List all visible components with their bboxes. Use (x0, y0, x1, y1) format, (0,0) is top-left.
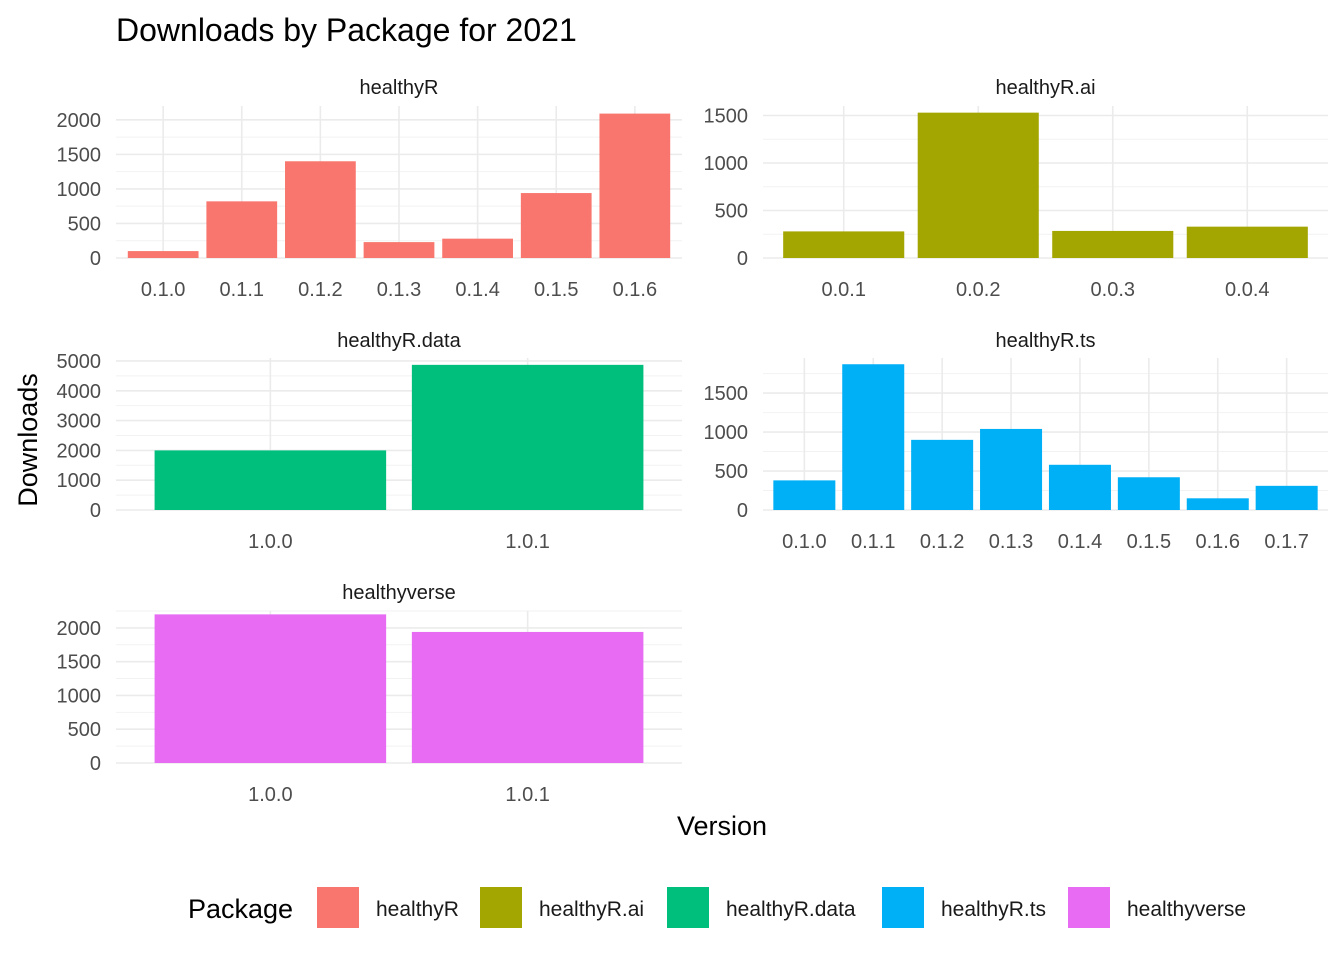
y-tick-label: 2000 (57, 440, 102, 462)
bar-healthyverse-1-0-0 (154, 614, 387, 763)
x-tick-label: 0.0.4 (1225, 279, 1269, 301)
x-tick-label: 0.0.1 (821, 279, 865, 301)
y-tick-label: 500 (68, 213, 101, 235)
bar-healthyr-ts-0-1-5 (1117, 477, 1180, 510)
legend-key-healthyr (317, 887, 359, 928)
y-tick-label: 4000 (57, 381, 102, 403)
x-tick-label: 0.1.7 (1264, 531, 1308, 553)
x-tick-label: 0.1.4 (1058, 531, 1102, 553)
legend-key-healthyverse (1068, 887, 1110, 928)
y-tick-label: 1000 (57, 685, 102, 707)
bar-healthyr-0-1-2 (285, 161, 356, 258)
x-tick-label: 0.0.3 (1091, 279, 1135, 301)
y-tick-label: 500 (715, 201, 748, 223)
y-tick-label: 1500 (57, 652, 102, 674)
bar-healthyr-ai-0-0-2 (917, 112, 1039, 259)
bar-healthyr-ts-0-1-3 (980, 428, 1043, 510)
y-tick-label: 3000 (57, 411, 102, 433)
facet-healthyr: 0 500 1000 1500 2000 0.1.0 0.1.1 0.1.2 0.1.3 0.1.… (57, 77, 682, 301)
y-tick-label: 1500 (57, 144, 102, 166)
y-tick-label: 1000 (57, 179, 102, 201)
x-tick-label: 0.1.1 (220, 279, 264, 301)
bar-healthyr-ts-0-1-0 (773, 480, 836, 510)
legend-label-healthyr-ai: healthyR.ai (539, 898, 644, 921)
y-tick-label: 1000 (57, 470, 102, 492)
bar-healthyr-0-1-1 (206, 201, 278, 258)
legend-key-healthyr-data (667, 887, 709, 928)
y-tick-label: 0 (90, 753, 101, 775)
x-tick-label: 0.1.6 (1196, 531, 1240, 553)
facet-healthyverse: 0 500 1000 1500 2000 1.0.0 1.0.1 healthyverse (57, 582, 682, 806)
legend-key-healthyr-ai (480, 887, 522, 928)
bar-healthyverse-1-0-1 (411, 631, 644, 763)
facet-strip-label: healthyR (360, 77, 439, 99)
x-tick-label: 1.0.1 (505, 784, 549, 806)
facet-panels: 0 500 1000 1500 2000 0.1.0 0.1.1 0.1.2 0.1.3 0.1.… (57, 77, 1328, 806)
y-tick-label: 2000 (57, 618, 102, 640)
x-tick-label: 0.1.5 (1127, 531, 1171, 553)
y-tick-label: 0 (90, 248, 101, 270)
bar-healthyr-0-1-6 (599, 113, 671, 258)
facet-strip-label: healthyR.ts (995, 330, 1095, 352)
x-tick-label: 0.1.2 (920, 531, 964, 553)
bar-healthyr-ai-0-0-3 (1052, 230, 1174, 258)
facet-healthyr-ts: 0 500 1000 1500 0.1.0 0.1.1 0.1.2 0.1.3 0.1.4 0.1… (704, 330, 1328, 553)
bar-healthyr-0-1-0 (127, 251, 199, 258)
x-tick-label: 0.0.2 (956, 279, 1000, 301)
legend-label-healthyr-ts: healthyR.ts (941, 898, 1046, 921)
bar-healthyr-data-1-0-1 (411, 364, 644, 510)
y-tick-label: 1500 (704, 106, 749, 128)
x-axis-title: Version (677, 811, 767, 841)
bar-healthyr-ts-0-1-2 (911, 439, 974, 510)
bar-healthyr-0-1-5 (520, 193, 592, 258)
chart-title: Downloads by Package for 2021 (116, 12, 577, 48)
legend-label-healthyr-data: healthyR.data (726, 898, 856, 921)
bar-healthyr-data-1-0-0 (154, 450, 387, 510)
legend: Package healthyR healthyR.ai healthyR.data… (188, 887, 1246, 928)
bar-healthyr-0-1-4 (442, 238, 513, 258)
y-tick-label: 0 (737, 500, 748, 522)
y-tick-label: 0 (90, 500, 101, 522)
facet-strip-label: healthyverse (342, 582, 455, 604)
y-tick-label: 1500 (704, 383, 749, 405)
bar-healthyr-0-1-3 (363, 242, 435, 258)
x-tick-label: 0.1.0 (141, 279, 185, 301)
legend-label-healthyverse: healthyverse (1127, 898, 1246, 921)
x-tick-label: 0.1.1 (851, 531, 895, 553)
legend-label-healthyr: healthyR (376, 898, 459, 921)
y-tick-label: 500 (715, 461, 748, 483)
facet-strip-label: healthyR.data (337, 330, 461, 352)
y-tick-label: 0 (737, 248, 748, 270)
facet-healthyr-ai: 0 500 1000 1500 0.0.1 0.0.2 0.0.3 0.0.4 healthyR… (704, 77, 1328, 301)
x-tick-label: 0.1.6 (613, 279, 657, 301)
y-tick-label: 5000 (57, 351, 102, 373)
x-tick-label: 1.0.0 (248, 531, 292, 553)
x-tick-label: 1.0.0 (248, 784, 292, 806)
y-tick-label: 1000 (704, 422, 749, 444)
legend-title: Package (188, 894, 293, 924)
bar-healthyr-ts-0-1-1 (842, 364, 905, 510)
bar-healthyr-ts-0-1-4 (1048, 464, 1111, 510)
legend-key-healthyr-ts (882, 887, 924, 928)
bar-healthyr-ai-0-0-4 (1186, 226, 1308, 258)
x-tick-label: 1.0.1 (505, 531, 549, 553)
y-axis-title: Downloads (13, 373, 43, 507)
bar-healthyr-ts-0-1-7 (1255, 485, 1318, 510)
facet-healthyr-data: 0 1000 2000 3000 4000 5000 1.0.0 1.0.1 healthyR.… (57, 330, 682, 553)
bar-healthyr-ai-0-0-1 (783, 231, 905, 258)
x-tick-label: 0.1.0 (782, 531, 826, 553)
x-tick-label: 0.1.2 (298, 279, 342, 301)
x-tick-label: 0.1.4 (455, 279, 499, 301)
x-tick-label: 0.1.3 (989, 531, 1033, 553)
y-tick-label: 1000 (704, 153, 749, 175)
x-tick-label: 0.1.5 (534, 279, 578, 301)
y-tick-label: 500 (68, 719, 101, 741)
x-tick-label: 0.1.3 (377, 279, 421, 301)
y-tick-label: 2000 (57, 110, 102, 132)
bar-healthyr-ts-0-1-6 (1186, 498, 1249, 510)
facet-strip-label: healthyR.ai (995, 77, 1095, 99)
